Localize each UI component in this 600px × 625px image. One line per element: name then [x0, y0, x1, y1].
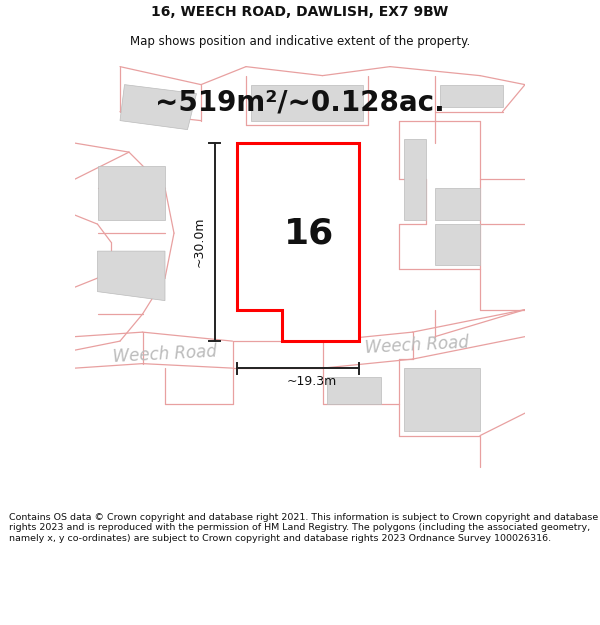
Polygon shape [97, 166, 165, 219]
Polygon shape [237, 143, 359, 341]
Polygon shape [97, 251, 165, 301]
Polygon shape [120, 84, 197, 129]
Polygon shape [404, 139, 426, 219]
Text: Weech Road: Weech Road [364, 334, 470, 357]
Polygon shape [435, 224, 480, 264]
Text: ~30.0m: ~30.0m [193, 217, 205, 268]
Text: Weech Road: Weech Road [112, 343, 218, 366]
Text: 16, WEECH ROAD, DAWLISH, EX7 9BW: 16, WEECH ROAD, DAWLISH, EX7 9BW [151, 4, 449, 19]
Text: Map shows position and indicative extent of the property.: Map shows position and indicative extent… [130, 35, 470, 48]
Text: ~19.3m: ~19.3m [286, 375, 337, 388]
Polygon shape [404, 368, 480, 431]
Text: Contains OS data © Crown copyright and database right 2021. This information is : Contains OS data © Crown copyright and d… [9, 513, 598, 542]
Polygon shape [251, 84, 363, 121]
Polygon shape [264, 174, 336, 224]
Polygon shape [439, 84, 503, 107]
Text: ~519m²/~0.128ac.: ~519m²/~0.128ac. [155, 89, 445, 117]
Polygon shape [435, 188, 480, 219]
Polygon shape [327, 377, 381, 404]
Text: 16: 16 [284, 216, 334, 250]
